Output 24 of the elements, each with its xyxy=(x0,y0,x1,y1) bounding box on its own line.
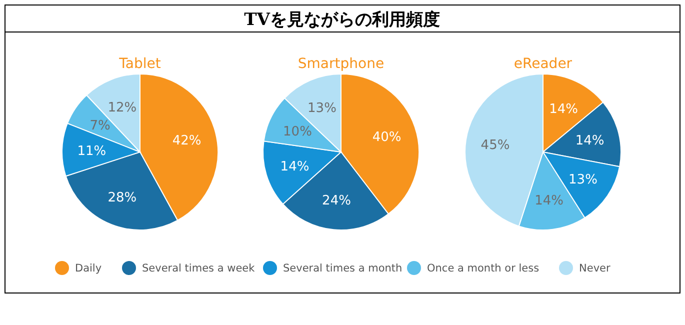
data-label: 24% xyxy=(322,194,351,209)
legend-label: Several times a month xyxy=(283,262,402,275)
chart-subtitle: Smartphone xyxy=(298,56,384,72)
data-label: 28% xyxy=(108,190,137,206)
data-label: 45% xyxy=(480,138,510,153)
data-label: 14% xyxy=(534,194,564,209)
data-label: 11% xyxy=(77,144,106,160)
legend-label: Several times a week xyxy=(142,262,256,275)
data-label: 12% xyxy=(108,100,137,116)
data-label: 14% xyxy=(280,160,310,175)
chart-title: TVを見ながらの利用頻度 xyxy=(244,10,440,30)
data-label: 14% xyxy=(575,134,604,149)
legend-label: Daily xyxy=(75,262,102,275)
data-label: 13% xyxy=(308,101,336,116)
chart-subtitle: eReader xyxy=(514,56,572,72)
data-label: 40% xyxy=(372,130,402,146)
chart-subtitle: Tablet xyxy=(118,56,162,72)
data-label: 10% xyxy=(283,124,312,140)
legend-label: Never xyxy=(579,262,611,275)
data-label: 42% xyxy=(172,134,202,149)
legend-label: Once a month or less xyxy=(427,262,540,275)
data-label: 14% xyxy=(549,102,578,117)
data-label: 7% xyxy=(90,118,110,134)
data-label: 13% xyxy=(568,172,598,188)
